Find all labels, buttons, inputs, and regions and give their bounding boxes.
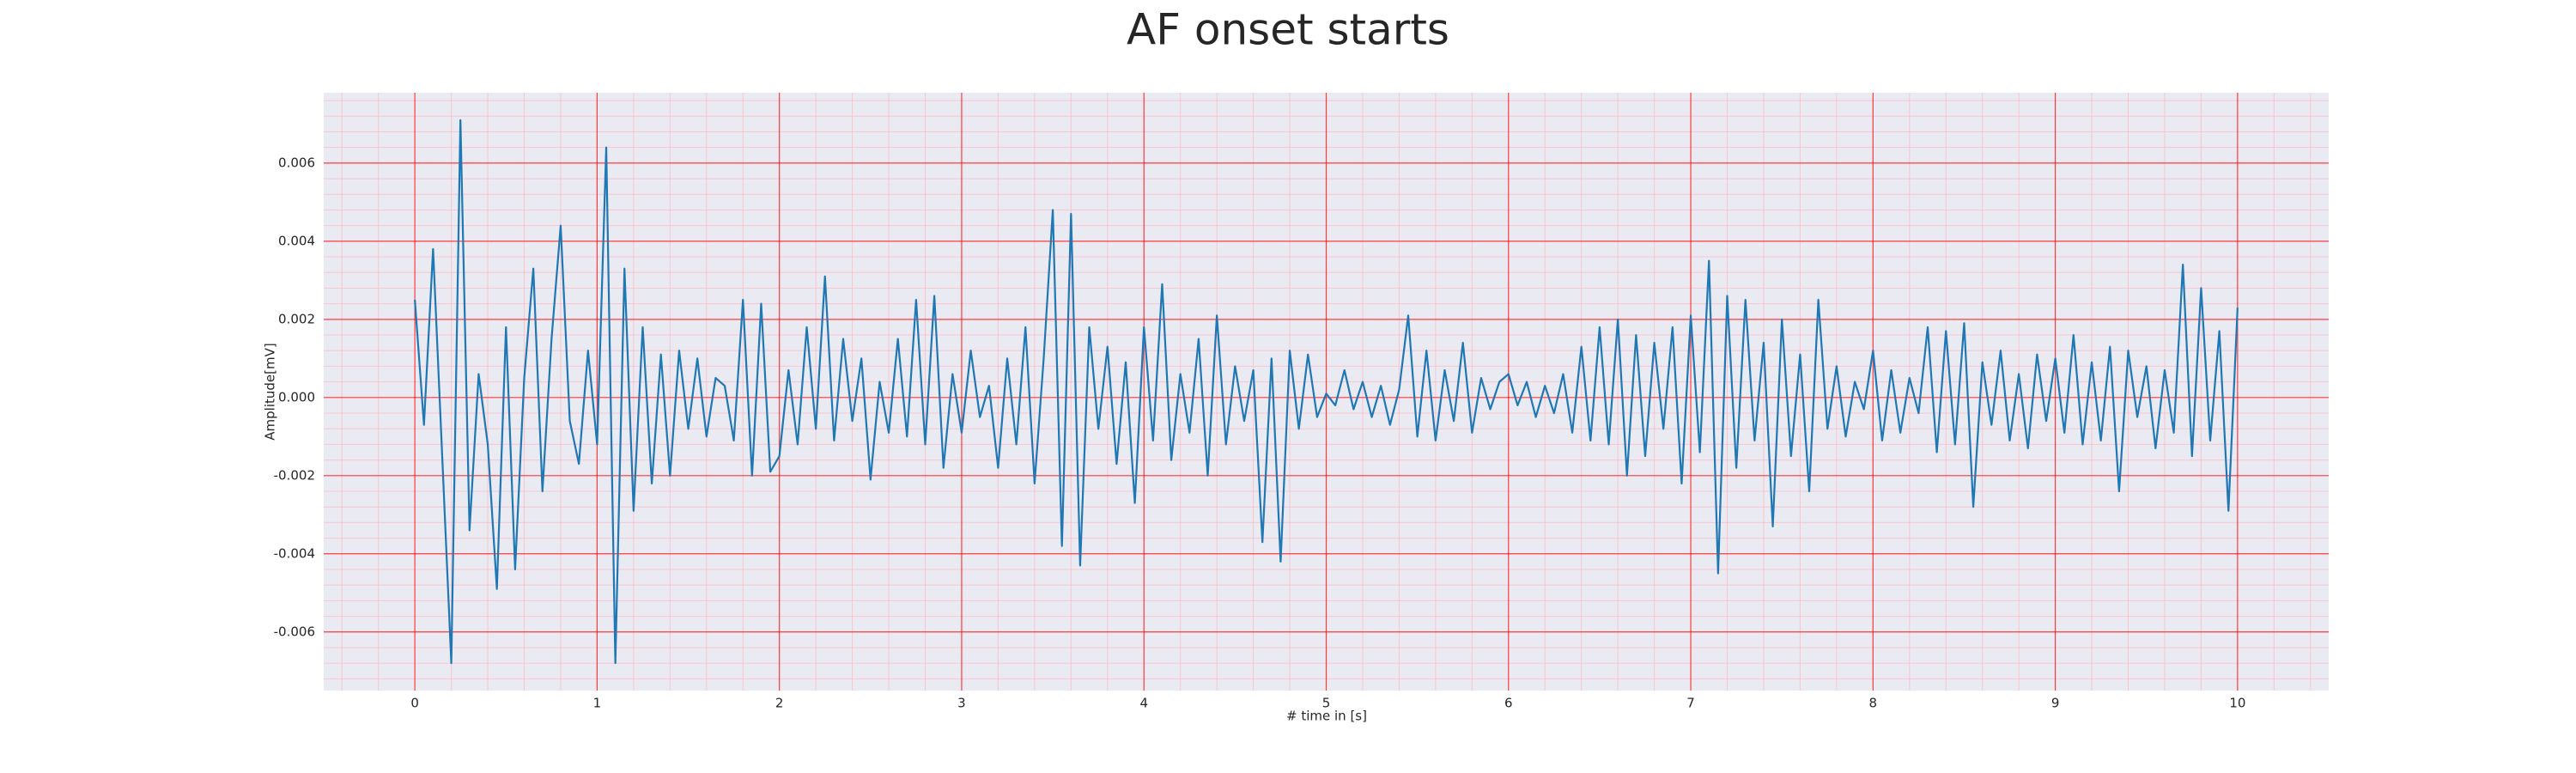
x-tick-label: 8 [1869,696,1878,711]
x-tick-label: 3 [957,696,966,711]
x-tick-label: 7 [1686,696,1695,711]
y-tick-label: -0.002 [274,467,315,483]
x-tick-label: 1 [593,696,602,711]
y-tick-label: 0.002 [278,311,315,326]
x-tick-label: 5 [1322,696,1331,711]
x-tick-label: 10 [2229,696,2245,711]
x-axis-label: # time in [s] [1286,709,1367,724]
y-tick-label: 0.004 [278,233,315,248]
x-tick-label: 2 [775,696,784,711]
x-tick-label: 0 [410,696,419,711]
y-axis-label: Amplitude[mV] [263,343,278,440]
x-tick-label: 4 [1139,696,1148,711]
chart-title: AF onset starts [1127,5,1449,55]
y-tick-label: -0.006 [274,624,315,639]
y-tick-label: -0.004 [274,545,315,561]
signal-line [414,119,2239,665]
x-tick-label: 9 [2051,696,2060,711]
y-tick-label: 0.000 [278,389,315,405]
x-tick-label: 6 [1504,696,1513,711]
y-tick-label: 0.006 [278,155,315,170]
